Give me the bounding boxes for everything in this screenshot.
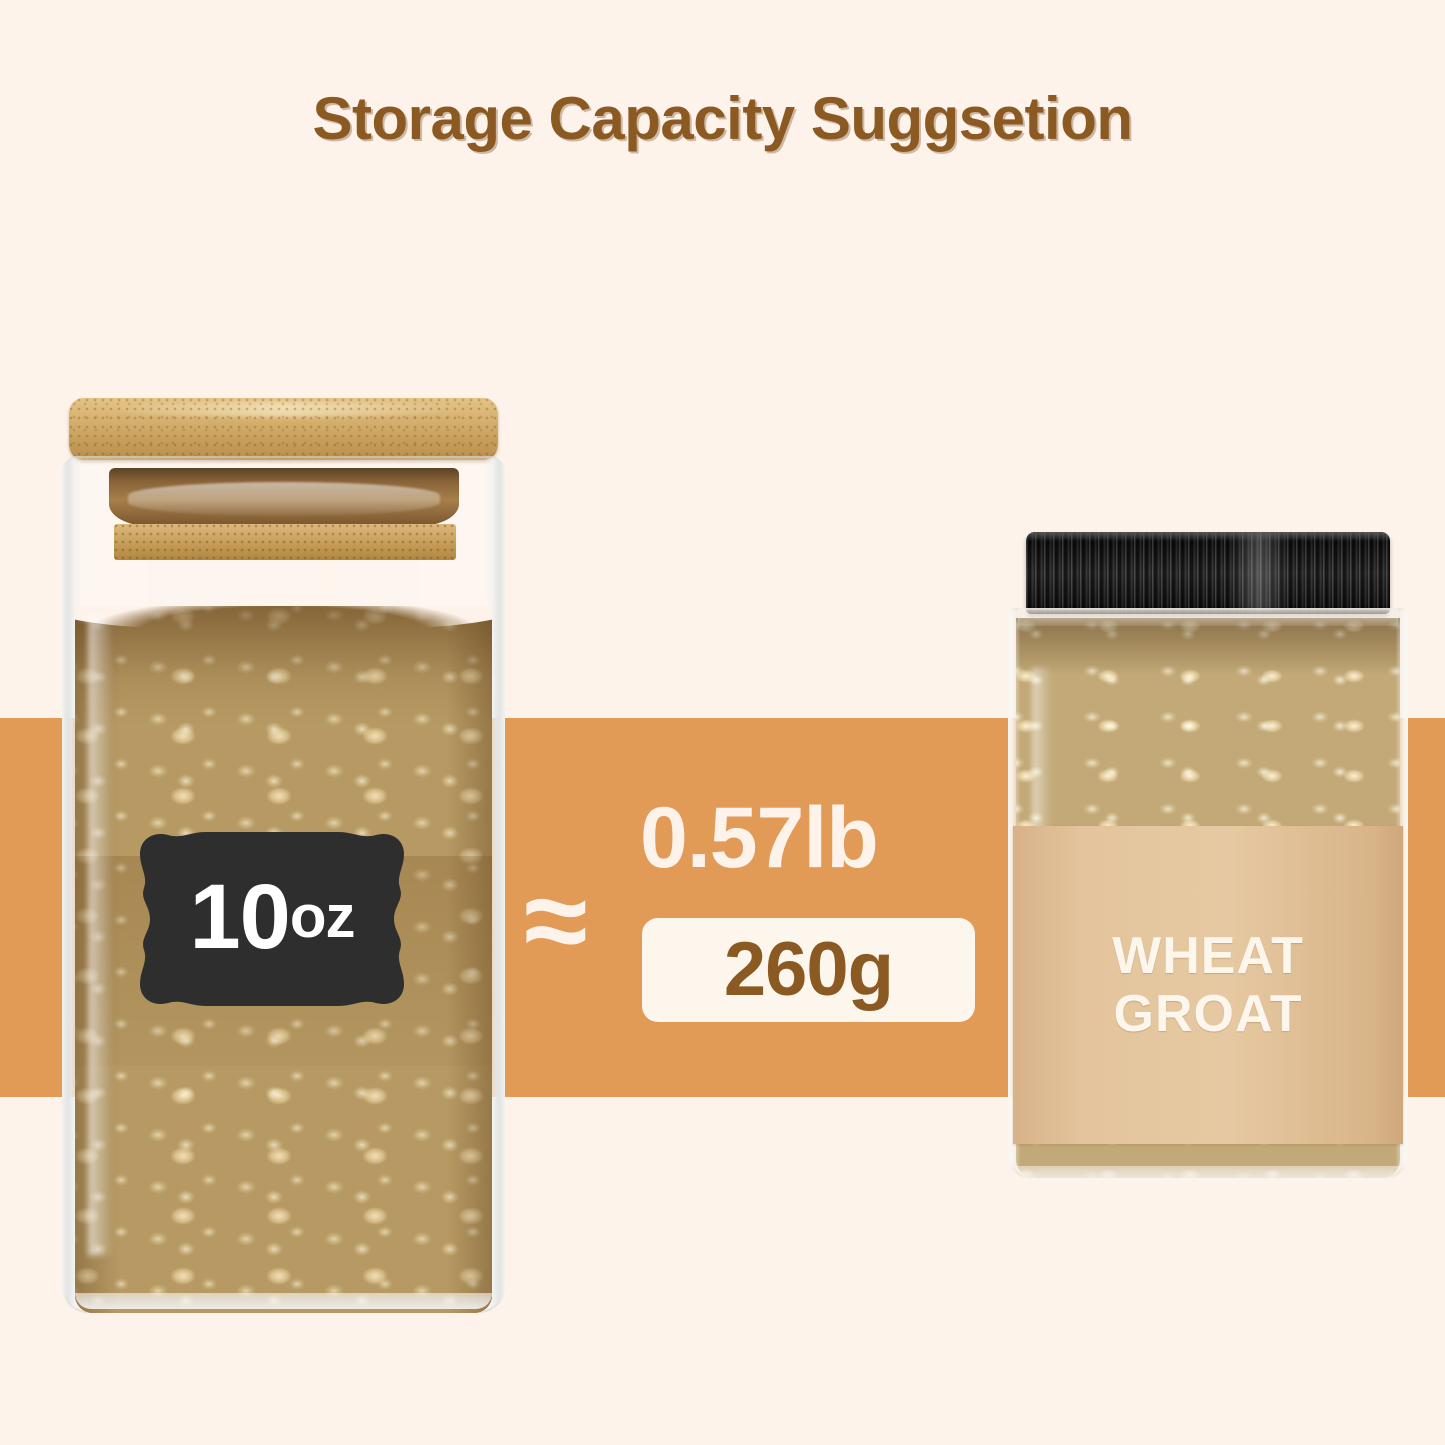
weight-grams: 260g bbox=[723, 927, 894, 1012]
weight-grams-badge: 260g bbox=[642, 918, 975, 1022]
weight-pounds: 0.57lb bbox=[640, 790, 879, 886]
product-label-line-1: WHEAT bbox=[1112, 926, 1304, 985]
plastic-grain-top-shadow bbox=[1016, 618, 1400, 676]
capacity-unit: oz bbox=[289, 883, 356, 950]
cap-top-edge bbox=[1026, 532, 1390, 541]
cap-ribs bbox=[1026, 532, 1390, 614]
glass-highlight bbox=[88, 616, 114, 1256]
lid-highlight bbox=[94, 402, 473, 417]
product-label: WHEAT GROAT bbox=[1013, 826, 1403, 1144]
plastic-jar-body: WHEAT GROAT bbox=[1008, 608, 1408, 1178]
capacity-text: 10 oz bbox=[122, 828, 422, 1010]
bamboo-lid-plug bbox=[114, 524, 456, 560]
approximately-equal-icon: ≈ bbox=[524, 855, 588, 985]
cap-sheen bbox=[1229, 532, 1289, 614]
lid-seal-gloss bbox=[128, 482, 440, 516]
grain-surface-curve bbox=[75, 606, 492, 632]
capacity-amount: 10 bbox=[189, 866, 291, 968]
plastic-jar-neck bbox=[1018, 608, 1398, 626]
page-title: Storage Capacity Suggsetion bbox=[312, 85, 1134, 152]
plastic-jar-base bbox=[1016, 1166, 1400, 1178]
glass-jar-base bbox=[75, 1293, 492, 1309]
chalkboard-shape-icon bbox=[140, 832, 404, 1006]
bamboo-lid-icon bbox=[69, 398, 498, 460]
capacity-chalkboard-label: 10 oz bbox=[122, 828, 422, 1010]
plastic-product-jar: WHEAT GROAT bbox=[1008, 532, 1408, 1178]
product-label-line-2: GROAT bbox=[1113, 985, 1303, 1043]
glass-left-edge bbox=[62, 456, 75, 1313]
glass-right-edge bbox=[492, 456, 505, 1313]
black-screw-cap-icon bbox=[1026, 532, 1390, 614]
